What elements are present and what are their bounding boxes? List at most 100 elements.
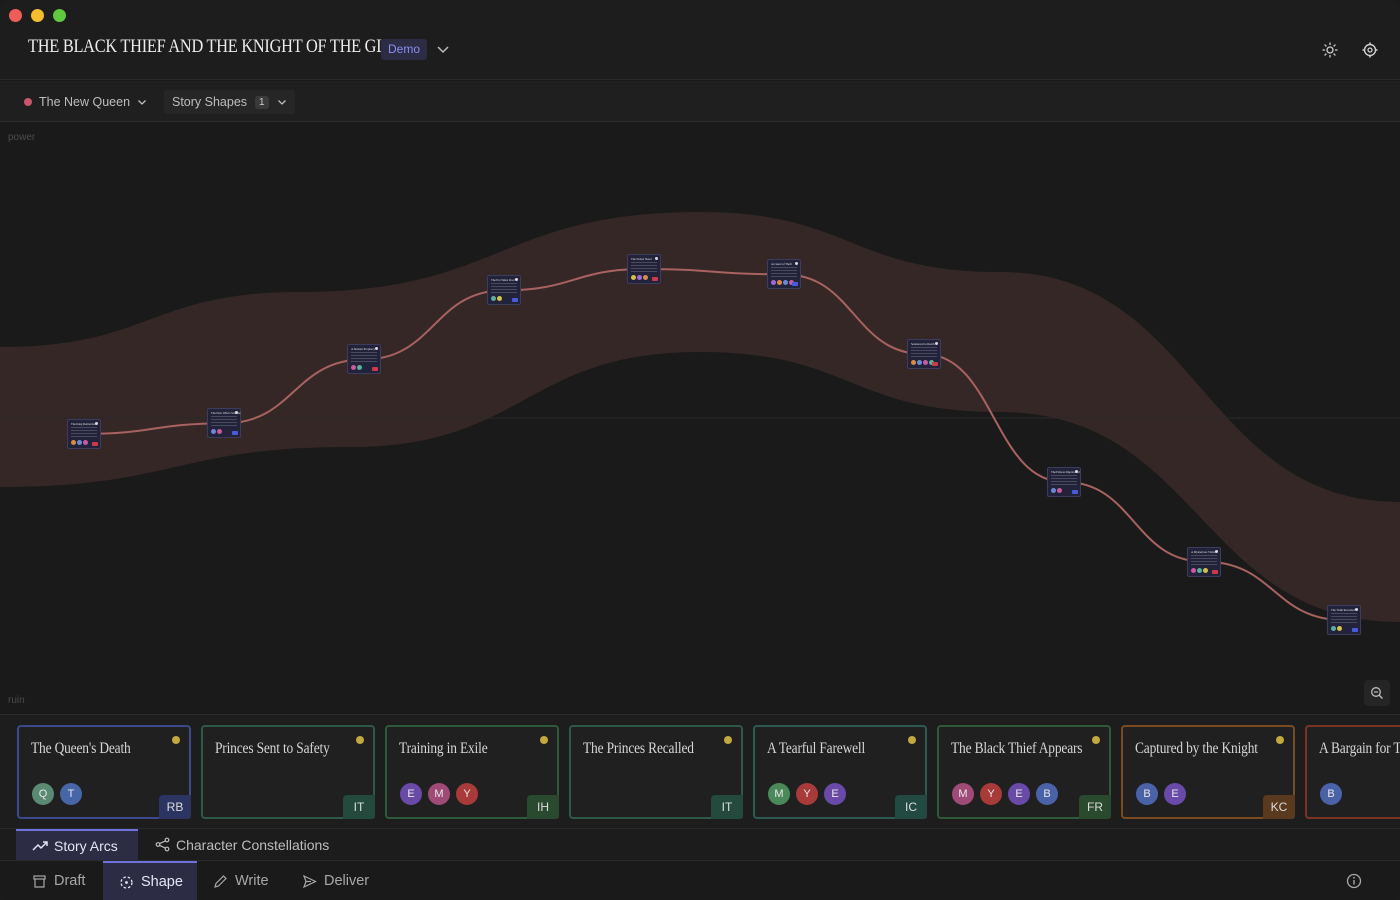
character-dot xyxy=(1203,567,1208,573)
story-shapes-selector[interactable]: Story Shapes 1 xyxy=(164,90,295,114)
character-avatar[interactable]: E xyxy=(1164,783,1186,805)
nav-draft[interactable]: Draft xyxy=(32,861,85,900)
tab-character-constellations[interactable]: Character Constellations xyxy=(155,829,329,860)
arc-line xyxy=(83,268,1345,622)
character-avatar[interactable]: E xyxy=(1008,783,1030,805)
minimize-window-button[interactable] xyxy=(31,9,44,22)
character-avatar[interactable]: B xyxy=(1320,783,1342,805)
beat-card-pin xyxy=(515,278,518,282)
scene-card[interactable]: Princes Sent to Safety IT xyxy=(201,725,375,819)
beat-card[interactable]: The New Wife's Scheme xyxy=(207,408,241,439)
beat-card-pin xyxy=(1075,469,1078,473)
arc-range-band xyxy=(0,212,1400,622)
beat-card-pin xyxy=(795,262,798,266)
character-avatar[interactable]: B xyxy=(1136,783,1158,805)
beat-card-title: The Pot Takes Root xyxy=(491,278,515,283)
character-avatar[interactable]: B xyxy=(1036,783,1058,805)
tab-story-arcs[interactable]: Story Arcs xyxy=(16,829,138,860)
beat-card[interactable]: The Truth Revealed xyxy=(1327,605,1361,636)
beat-card[interactable]: Sentenced to Death xyxy=(907,339,941,370)
chevron-down-icon xyxy=(138,100,146,105)
character-avatar[interactable]: Y xyxy=(456,783,478,805)
scene-card[interactable]: Training in Exile E M Y IH xyxy=(385,725,559,819)
beat-card-title: Accused of Theft xyxy=(771,262,792,267)
character-dot xyxy=(643,275,648,281)
character-dot xyxy=(357,365,362,371)
beat-card-tag xyxy=(1352,628,1358,633)
beat-card-text xyxy=(211,416,237,427)
scene-pov-badge: FR xyxy=(1079,795,1111,819)
beat-card-tag xyxy=(92,441,98,446)
scene-status-dot xyxy=(540,736,548,744)
character-avatar[interactable]: M xyxy=(768,783,790,805)
scene-characters: B xyxy=(1320,783,1342,805)
character-dot xyxy=(491,296,496,302)
beat-card-characters xyxy=(351,365,362,371)
beat-card-title: The New Wife's Scheme xyxy=(211,411,241,416)
story-shape-canvas[interactable]: power ruin The King Remarries The New Wif… xyxy=(0,122,1400,714)
character-avatar[interactable]: Y xyxy=(796,783,818,805)
character-avatar[interactable]: Y xyxy=(980,783,1002,805)
nav-write-label: Write xyxy=(235,873,269,889)
close-window-button[interactable] xyxy=(9,9,22,22)
beat-card[interactable]: The Stolen Steed xyxy=(627,254,661,285)
character-avatar[interactable]: T xyxy=(60,783,82,805)
character-dot xyxy=(351,365,356,371)
beat-card[interactable]: A Sinister Prophecy xyxy=(347,344,381,375)
beat-card-text xyxy=(911,347,937,358)
chevron-down-icon xyxy=(277,100,286,105)
scene-title: The Queen's Death xyxy=(31,740,131,757)
beat-card[interactable]: The King Remarries xyxy=(67,418,101,449)
scene-pov-badge: IH xyxy=(527,795,559,819)
character-dot xyxy=(1337,626,1342,632)
sun-icon[interactable] xyxy=(1321,41,1339,59)
character-dot xyxy=(917,360,922,366)
info-icon[interactable] xyxy=(1346,873,1362,889)
character-avatar[interactable]: M xyxy=(428,783,450,805)
scene-card[interactable]: The Black Thief Appears M Y E B FR xyxy=(937,725,1111,819)
beat-card[interactable]: The Princes Imprisoned xyxy=(1047,466,1081,497)
beat-card-tag xyxy=(372,367,378,372)
beat-card-pin xyxy=(1215,549,1218,553)
character-avatar[interactable]: E xyxy=(400,783,422,805)
nav-draft-label: Draft xyxy=(54,873,86,889)
zoom-button[interactable] xyxy=(1364,680,1390,706)
nav-shape[interactable]: Shape xyxy=(103,861,197,900)
arc-selector[interactable]: The New Queen xyxy=(24,90,147,114)
character-avatar[interactable]: M xyxy=(952,783,974,805)
scene-status-dot xyxy=(1092,736,1100,744)
scene-pov-badge: IT xyxy=(343,795,375,819)
scene-title: A Bargain for T xyxy=(1319,740,1400,757)
chevron-down-icon[interactable] xyxy=(436,42,450,56)
scene-card[interactable]: Captured by the Knight B E KC xyxy=(1121,725,1295,819)
scene-card[interactable]: The Princes Recalled IT xyxy=(569,725,743,819)
scene-title: Captured by the Knight xyxy=(1135,740,1258,757)
scene-pov-badge: IT xyxy=(711,795,743,819)
character-avatar[interactable]: Q xyxy=(32,783,54,805)
beat-card-tag xyxy=(1212,569,1218,574)
beat-card-pin xyxy=(935,342,938,346)
maximize-window-button[interactable] xyxy=(53,9,66,22)
character-avatar[interactable]: E xyxy=(824,783,846,805)
window-controls xyxy=(9,9,66,22)
settings-icon[interactable] xyxy=(1361,41,1379,59)
scene-card[interactable]: A Bargain for T B xyxy=(1305,725,1400,819)
project-title: THE BLACK THIEF AND THE KNIGHT OF THE GL… xyxy=(28,36,408,57)
nav-deliver[interactable]: Deliver xyxy=(302,861,369,900)
character-dot xyxy=(71,439,76,445)
beat-card[interactable]: The Pot Takes Root xyxy=(487,275,521,306)
scene-card[interactable]: A Tearful Farewell M Y E IC xyxy=(753,725,927,819)
beat-card[interactable]: A Mysterious Visitor xyxy=(1187,546,1221,577)
beat-card[interactable]: Accused of Theft xyxy=(767,259,801,290)
nav-write[interactable]: Write xyxy=(213,861,269,900)
beat-card-pin xyxy=(655,257,658,261)
beat-card-characters xyxy=(1191,567,1208,573)
character-dot xyxy=(1051,487,1056,493)
beat-card-text xyxy=(631,262,657,273)
beat-card-characters xyxy=(1051,487,1062,493)
scene-card[interactable]: The Queen's Death Q T RB xyxy=(17,725,191,819)
character-dot xyxy=(771,280,776,286)
